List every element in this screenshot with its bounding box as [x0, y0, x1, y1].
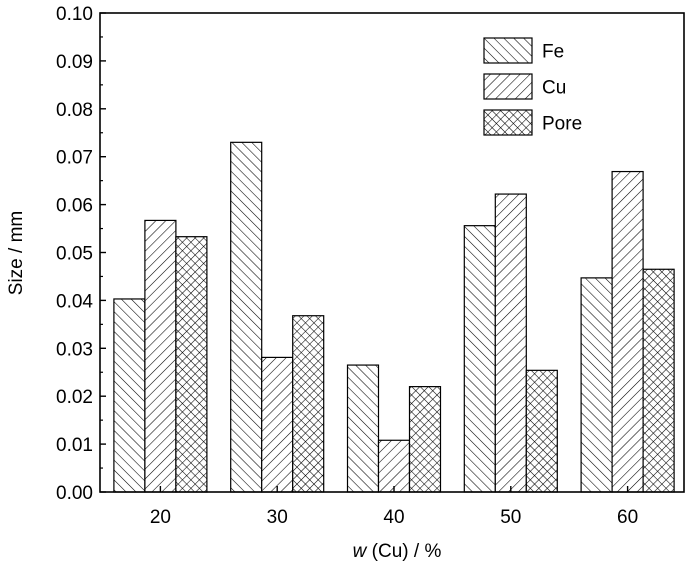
x-axis-ticks: 20 30 40 50 60	[150, 486, 638, 528]
x-tick-label: 40	[383, 507, 404, 528]
bar-fe-60	[580, 277, 613, 493]
y-axis-ticks: 0.00 0.01 0.02 0.03 0.04 0.05 0.06 0.07 0.08 0.09…	[56, 4, 106, 504]
legend-swatch-pore	[483, 109, 533, 136]
bar-cu-20	[144, 219, 177, 493]
legend: Fe Cu Pore	[483, 37, 582, 136]
y-tick-label: 0.09	[56, 52, 93, 73]
y-tick-label: 0.03	[56, 339, 93, 360]
x-axis-label-rest: (Cu) / %	[366, 541, 441, 562]
bar-pore-30	[292, 315, 325, 493]
bar-pore-20	[175, 236, 208, 493]
bar-pore-50	[525, 369, 558, 493]
legend-swatch-cu	[483, 73, 533, 100]
bar-fe-20	[113, 298, 146, 493]
bars-group	[113, 141, 675, 493]
x-tick-label: 60	[617, 507, 638, 528]
legend-swatch-fe	[483, 37, 533, 64]
y-tick-label: 0.05	[56, 244, 93, 265]
y-tick-label: 0.07	[56, 148, 93, 169]
y-tick-label: 0.04	[56, 291, 93, 312]
bar-pore-40	[408, 386, 442, 493]
y-tick-label: 0.01	[56, 435, 93, 456]
bar-cu-50	[494, 193, 527, 493]
x-tick-label: 30	[267, 507, 288, 528]
x-tick-label: 50	[500, 507, 521, 528]
y-tick-label: 0.02	[56, 387, 93, 408]
x-axis-label-variable: w	[353, 541, 368, 562]
bar-fe-50	[463, 225, 496, 493]
legend-label-pore: Pore	[542, 114, 582, 135]
y-tick-label: 0.06	[56, 196, 93, 217]
x-axis-label: w (Cu) / %	[353, 541, 442, 562]
bar-pore-60	[642, 268, 675, 493]
y-axis-label: Size / mm	[6, 211, 27, 295]
bar-fe-30	[230, 141, 263, 493]
bar-cu-30	[261, 356, 294, 493]
legend-label-fe: Fe	[542, 42, 564, 63]
axes-group: 0.00 0.01 0.02 0.03 0.04 0.05 0.06 0.07 0.08 0.09…	[56, 4, 685, 528]
x-tick-label: 20	[150, 507, 171, 528]
bar-fe-40	[346, 364, 380, 493]
y-tick-label: 0.00	[56, 483, 93, 504]
bar-cu-60	[611, 170, 644, 493]
y-tick-label: 0.08	[56, 100, 93, 121]
y-tick-label: 0.10	[56, 4, 93, 25]
legend-label-cu: Cu	[542, 78, 566, 99]
bar-cu-40	[377, 439, 411, 493]
